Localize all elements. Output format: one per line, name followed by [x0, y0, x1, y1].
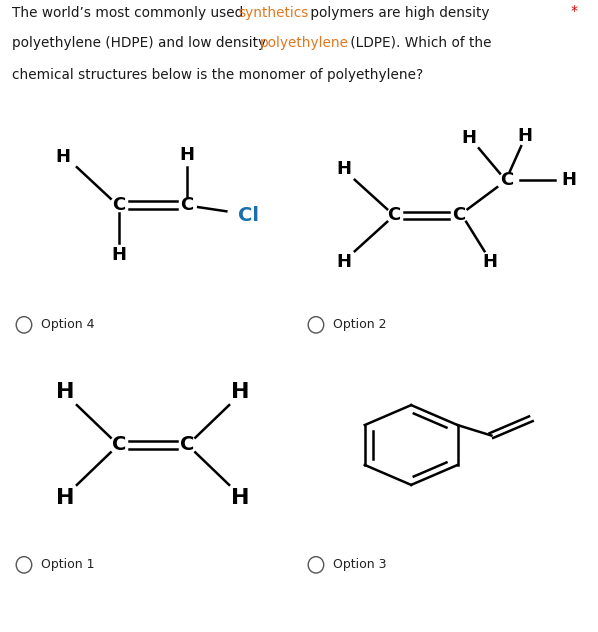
FancyBboxPatch shape	[301, 98, 589, 312]
Text: Option 2: Option 2	[332, 319, 386, 331]
Text: H: H	[231, 487, 250, 507]
Text: polymers are high density: polymers are high density	[306, 6, 489, 20]
Text: H: H	[336, 161, 351, 178]
Text: Option 3: Option 3	[332, 558, 386, 571]
Text: H: H	[231, 382, 250, 403]
Text: polyethylene: polyethylene	[260, 36, 349, 50]
Text: The world’s most commonly used: The world’s most commonly used	[12, 6, 248, 20]
Text: H: H	[336, 253, 351, 270]
Text: H: H	[483, 253, 498, 270]
Text: Option 1: Option 1	[41, 558, 94, 571]
Text: C: C	[180, 196, 194, 214]
Text: H: H	[562, 171, 576, 189]
Text: H: H	[518, 126, 533, 145]
Text: H: H	[112, 246, 127, 264]
FancyBboxPatch shape	[301, 338, 589, 552]
Text: C: C	[179, 435, 194, 454]
Text: H: H	[179, 145, 194, 164]
Text: (LDPE). Which of the: (LDPE). Which of the	[346, 36, 491, 50]
Text: H: H	[55, 148, 70, 166]
Text: polyethylene (HDPE) and low density: polyethylene (HDPE) and low density	[12, 36, 270, 50]
Text: C: C	[501, 171, 514, 189]
Text: H: H	[56, 382, 75, 403]
FancyBboxPatch shape	[9, 98, 297, 312]
Text: H: H	[462, 129, 477, 147]
Text: C: C	[112, 435, 126, 454]
Text: H: H	[56, 487, 75, 507]
Text: C: C	[453, 207, 466, 224]
Text: chemical structures below is the monomer of polyethylene?: chemical structures below is the monomer…	[12, 68, 423, 82]
Text: Option 4: Option 4	[41, 319, 94, 331]
Text: C: C	[112, 196, 126, 214]
Text: synthetics: synthetics	[238, 6, 309, 20]
Text: *: *	[570, 4, 578, 18]
Text: C: C	[388, 207, 401, 224]
FancyBboxPatch shape	[9, 338, 297, 552]
Text: Cl: Cl	[239, 206, 260, 225]
